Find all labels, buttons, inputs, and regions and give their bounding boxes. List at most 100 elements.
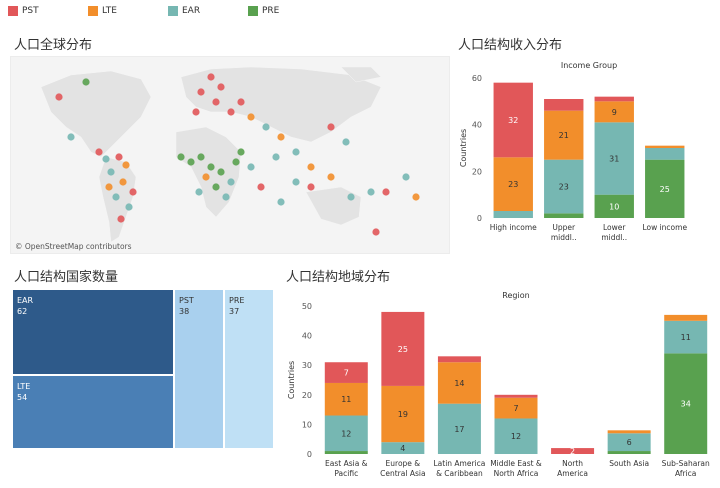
country-marker[interactable] xyxy=(117,215,125,223)
country-marker[interactable] xyxy=(119,178,127,186)
country-marker[interactable] xyxy=(227,108,235,116)
treemap-cell-lte[interactable]: LTE 54 xyxy=(12,375,174,449)
country-marker[interactable] xyxy=(55,93,63,101)
bar-segment[interactable] xyxy=(381,442,425,454)
legend-item-lte[interactable]: LTE xyxy=(88,6,168,16)
bar-segment[interactable] xyxy=(594,96,634,102)
country-marker[interactable] xyxy=(125,203,133,211)
bar-segment[interactable] xyxy=(594,194,634,218)
bar-segment[interactable] xyxy=(645,148,685,160)
country-marker[interactable] xyxy=(372,228,380,236)
country-marker[interactable] xyxy=(122,161,130,169)
world-map[interactable]: © OpenStreetMap contributors xyxy=(10,56,450,254)
legend-item-pst[interactable]: PST xyxy=(8,6,88,16)
bar-segment[interactable] xyxy=(324,451,368,454)
legend-item-ear[interactable]: EAR xyxy=(168,6,248,16)
country-marker[interactable] xyxy=(95,148,103,156)
country-marker[interactable] xyxy=(212,98,220,106)
legend-item-pre[interactable]: PRE xyxy=(248,6,328,16)
bar-segment[interactable] xyxy=(607,451,651,454)
country-marker[interactable] xyxy=(232,158,240,166)
bar-segment[interactable] xyxy=(664,353,708,454)
country-marker[interactable] xyxy=(115,153,123,161)
bar-segment[interactable] xyxy=(544,159,584,214)
country-marker[interactable] xyxy=(197,153,205,161)
bar-segment[interactable] xyxy=(437,403,481,454)
country-marker[interactable] xyxy=(402,173,410,181)
country-marker[interactable] xyxy=(197,88,205,96)
bar-segment[interactable] xyxy=(437,362,481,404)
bar-segment[interactable] xyxy=(607,433,651,452)
country-marker[interactable] xyxy=(307,163,315,171)
bar-segment[interactable] xyxy=(324,362,368,383)
treemap-cell-pre[interactable]: PRE 37 xyxy=(224,289,274,449)
country-marker[interactable] xyxy=(237,98,245,106)
country-marker[interactable] xyxy=(277,133,285,141)
country-marker[interactable] xyxy=(217,168,225,176)
country-marker[interactable] xyxy=(327,123,335,131)
country-marker[interactable] xyxy=(102,155,110,163)
country-marker[interactable] xyxy=(412,193,420,201)
bar-segment[interactable] xyxy=(381,385,425,443)
country-marker[interactable] xyxy=(202,173,210,181)
country-marker[interactable] xyxy=(347,193,355,201)
country-marker[interactable] xyxy=(327,173,335,181)
bar-segment[interactable] xyxy=(324,382,368,416)
bar-segment[interactable] xyxy=(594,101,634,123)
bar-segment[interactable] xyxy=(544,99,584,111)
country-marker[interactable] xyxy=(292,148,300,156)
country-marker[interactable] xyxy=(292,178,300,186)
country-marker[interactable] xyxy=(82,78,90,86)
bar-segment[interactable] xyxy=(645,159,685,218)
bar-segment[interactable] xyxy=(381,311,425,386)
bar-segment[interactable] xyxy=(551,448,595,454)
country-marker[interactable] xyxy=(367,188,375,196)
bar-segment[interactable] xyxy=(607,430,651,434)
country-marker[interactable] xyxy=(247,113,255,121)
country-marker[interactable] xyxy=(247,163,255,171)
country-marker[interactable] xyxy=(307,183,315,191)
country-marker[interactable] xyxy=(237,148,245,156)
bar-segment[interactable] xyxy=(664,314,708,321)
country-marker[interactable] xyxy=(112,193,120,201)
country-marker[interactable] xyxy=(212,183,220,191)
bar-segment[interactable] xyxy=(493,82,533,158)
country-marker[interactable] xyxy=(129,188,137,196)
country-marker[interactable] xyxy=(272,153,280,161)
treemap-cell-ear[interactable]: EAR 62 xyxy=(12,289,174,375)
bar-segment[interactable] xyxy=(544,213,584,218)
bar-segment[interactable] xyxy=(324,415,368,452)
country-marker[interactable] xyxy=(382,188,390,196)
country-marker[interactable] xyxy=(227,178,235,186)
data-label: 12 xyxy=(511,432,521,441)
bar-segment[interactable] xyxy=(594,122,634,195)
country-marker[interactable] xyxy=(222,193,230,201)
country-marker[interactable] xyxy=(342,138,350,146)
data-label: 23 xyxy=(559,183,569,192)
country-marker[interactable] xyxy=(195,188,203,196)
treemap-cell-pst[interactable]: PST 38 xyxy=(174,289,224,449)
country-marker[interactable] xyxy=(192,108,200,116)
bar-segment[interactable] xyxy=(494,418,538,454)
country-marker[interactable] xyxy=(207,163,215,171)
country-marker[interactable] xyxy=(257,183,265,191)
country-marker[interactable] xyxy=(105,183,113,191)
bar-segment[interactable] xyxy=(493,211,533,218)
y-tick-label: 20 xyxy=(472,167,482,176)
bar-segment[interactable] xyxy=(437,356,481,363)
bar-segment[interactable] xyxy=(494,397,538,419)
country-marker[interactable] xyxy=(177,153,185,161)
bar-segment[interactable] xyxy=(544,110,584,160)
country-marker[interactable] xyxy=(107,168,115,176)
country-marker[interactable] xyxy=(217,83,225,91)
bar-segment[interactable] xyxy=(664,320,708,354)
bar-segment[interactable] xyxy=(494,394,538,398)
country-marker[interactable] xyxy=(187,158,195,166)
country-marker[interactable] xyxy=(67,133,75,141)
country-marker[interactable] xyxy=(277,198,285,206)
bar-segment[interactable] xyxy=(645,145,685,148)
country-marker[interactable] xyxy=(207,73,215,81)
category-label: & Caribbean xyxy=(436,469,483,478)
bar-segment[interactable] xyxy=(493,157,533,211)
country-marker[interactable] xyxy=(262,123,270,131)
